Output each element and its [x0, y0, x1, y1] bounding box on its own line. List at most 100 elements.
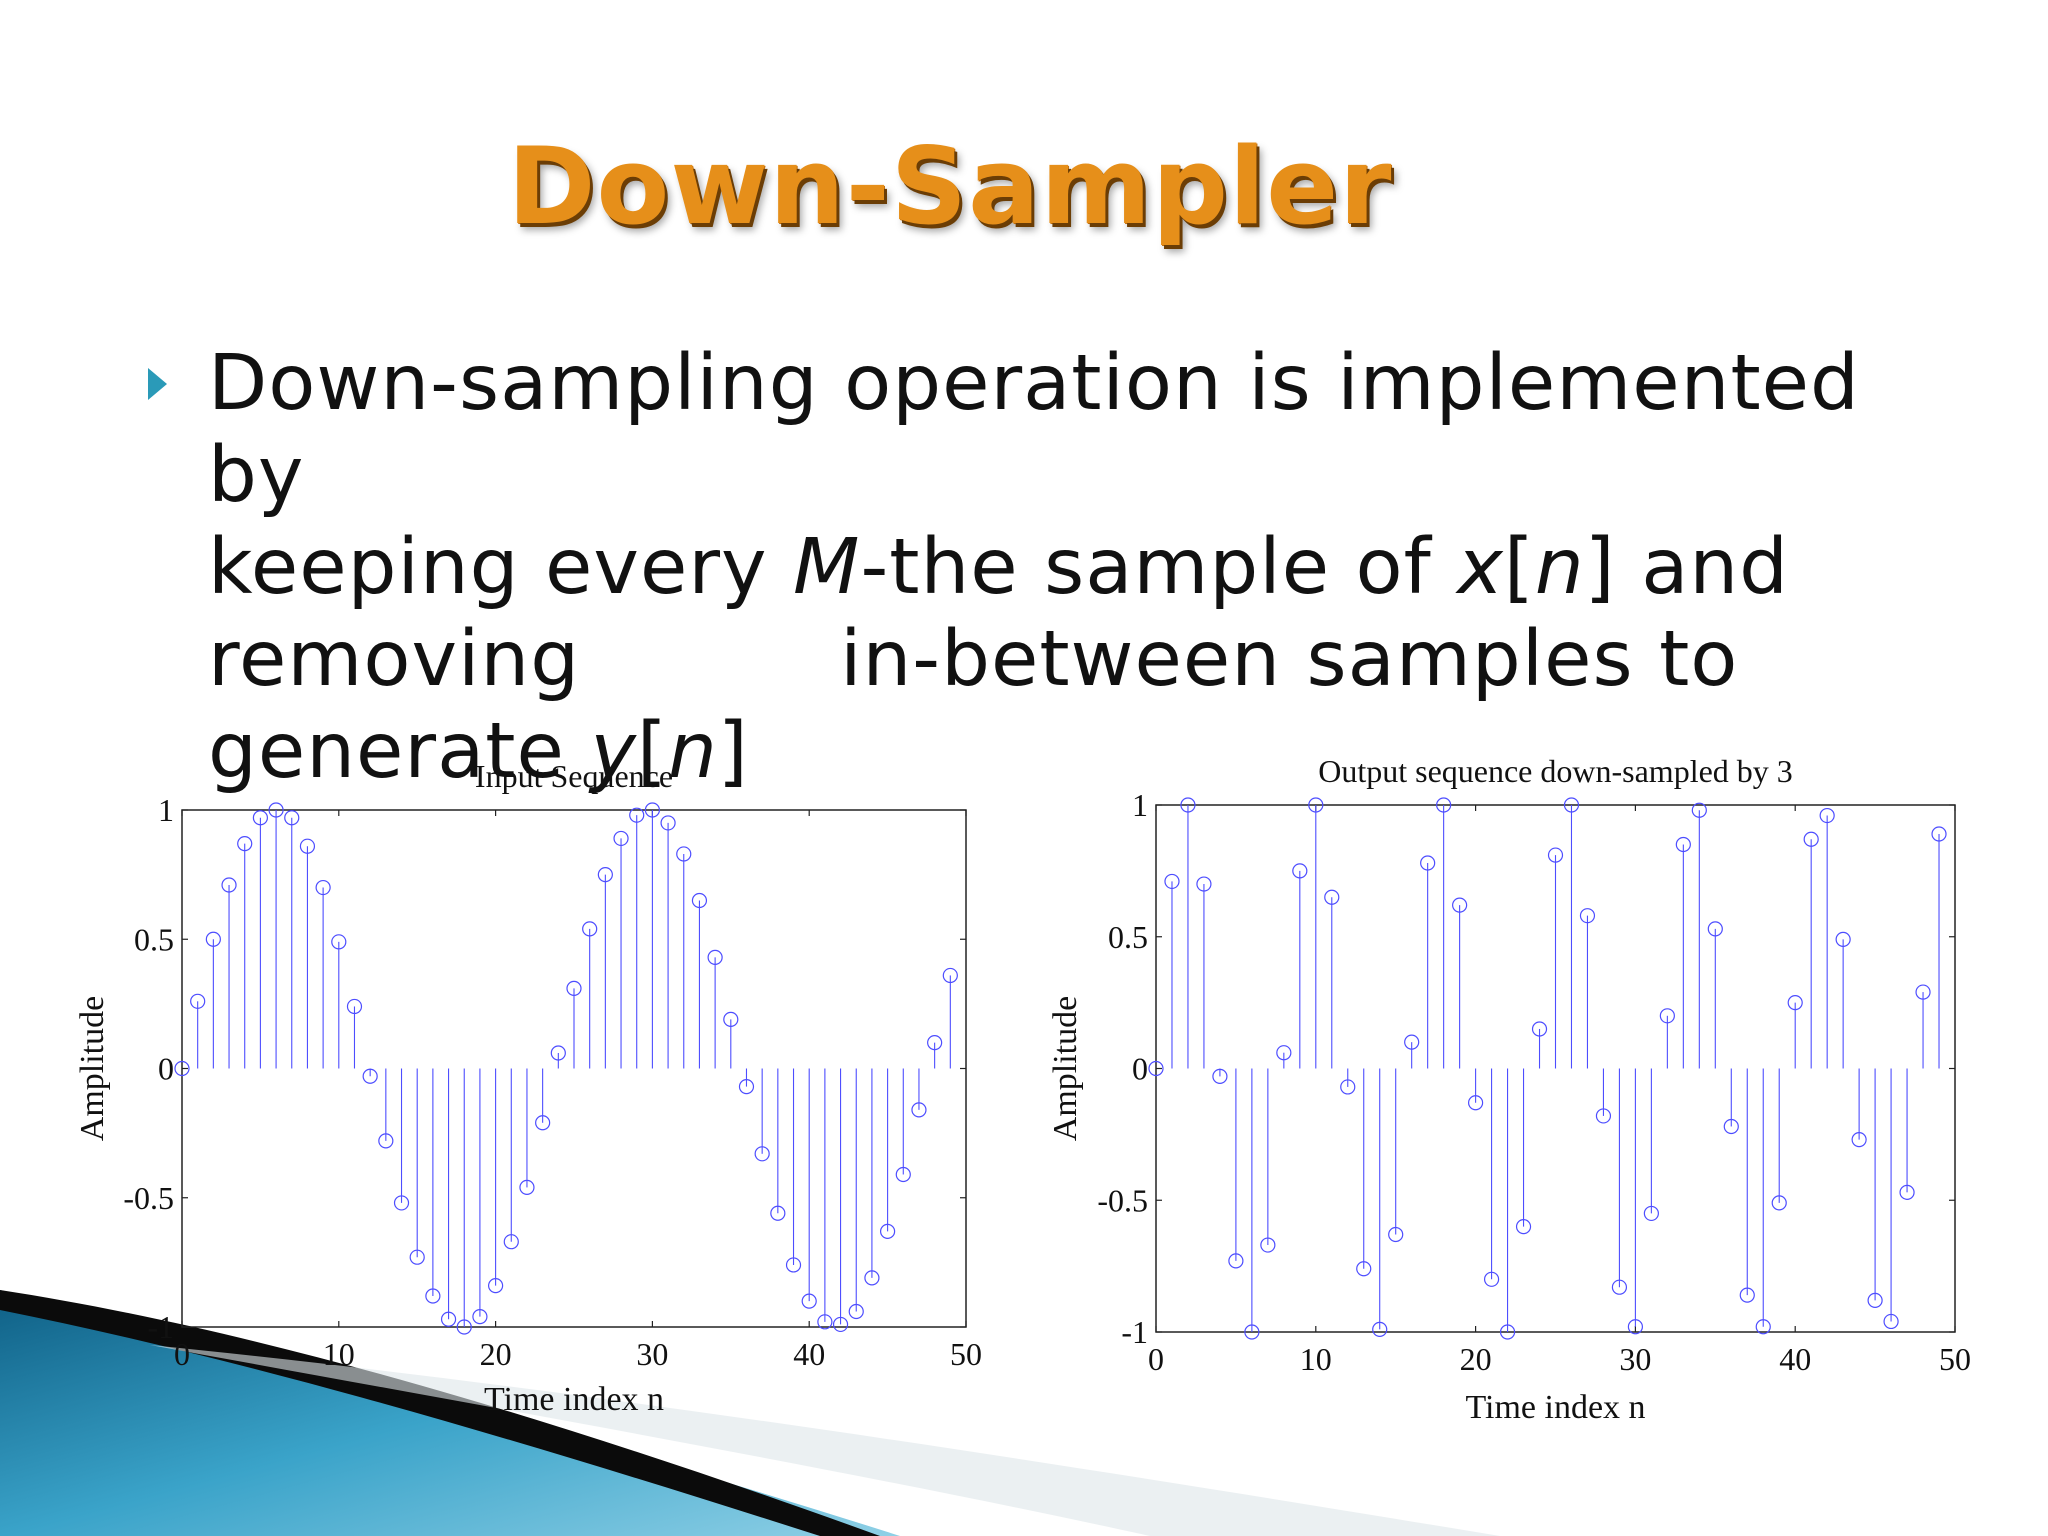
chart1-ylabel: Amplitude: [1047, 996, 1084, 1141]
chart0-stem-marker: [895, 1166, 911, 1183]
chart1-stem-marker: [1659, 1008, 1675, 1024]
chart0-ytick-label: 0.5: [134, 921, 174, 957]
chart0-stem-marker: [393, 1195, 410, 1211]
chart1-stem-marker: [1276, 1045, 1292, 1061]
chart0-stem-marker: [535, 1115, 551, 1131]
chart1-stem-marker: [1787, 995, 1803, 1011]
chart1-stem-marker: [1292, 863, 1308, 879]
chart1-xtick-label: 30: [1619, 1341, 1651, 1377]
chart1-stem-marker: [1372, 1321, 1388, 1337]
chart1-stem-marker: [1915, 984, 1931, 1000]
bullet-triangle-icon: [148, 368, 167, 400]
chart1-stem-marker: [1803, 831, 1819, 847]
chart0-stem-marker: [425, 1288, 441, 1304]
chart0-stem-marker: [362, 1068, 378, 1084]
chart1-stem-marker: [1452, 897, 1468, 913]
chart0-stem-marker: [644, 802, 661, 818]
chart0-stem-marker: [472, 1309, 488, 1325]
chart0-ytick-label: -1: [147, 1309, 174, 1345]
chart0-stem-marker: [817, 1314, 833, 1330]
bullet-line-4: generate y[n]: [208, 707, 749, 796]
chart1-stem-marker: [1723, 1118, 1739, 1135]
chart0-xtick-label: 40: [793, 1336, 825, 1372]
chart1-stem-marker: [1324, 889, 1340, 905]
slide-title: Down-Sampler: [507, 125, 1393, 248]
chart0-stem-marker: [927, 1035, 943, 1051]
chart0-stem-marker: [676, 846, 692, 862]
chart0-stem-marker: [629, 807, 645, 823]
chart0-xtick-label: 0: [174, 1336, 190, 1372]
chart1-stem-marker: [1595, 1108, 1612, 1124]
bullet-text: Down-sampling operation is implemented b…: [208, 338, 1928, 798]
chart0-stem-marker: [205, 931, 221, 947]
chart0-stem-marker: [550, 1045, 566, 1061]
chart1-stem-marker: [1627, 1319, 1644, 1335]
bullet-point: Down-sampling operation is implemented b…: [148, 338, 1928, 798]
chart1-stem-marker: [1228, 1253, 1244, 1269]
chart1-stem-marker: [1563, 797, 1580, 813]
chart1-xtick-label: 50: [1939, 1341, 1971, 1377]
chart0-stem-marker: [519, 1179, 535, 1196]
chart1-stem-marker: [1771, 1195, 1787, 1211]
chart1-stem-marker: [1164, 873, 1180, 890]
chart0-xtick-label: 10: [323, 1336, 355, 1372]
chart0-ytick-label: 0: [158, 1051, 174, 1087]
chart0-stem-marker: [879, 1223, 896, 1239]
chart0-stem-marker: [440, 1311, 457, 1327]
chart0-xlabel: Time index n: [484, 1381, 664, 1418]
chart1-ytick-label: 1: [1132, 787, 1148, 823]
chart1-stem-marker: [1180, 797, 1196, 813]
chart1-stem-marker: [1308, 797, 1324, 813]
bullet-line-1: Down-sampling operation is implemented b…: [208, 339, 1860, 520]
chart0-stem-marker: [848, 1303, 864, 1320]
chart0-stem-marker: [754, 1146, 770, 1162]
chart1-stem-marker: [1819, 807, 1835, 824]
chart1-xlabel: Time index n: [1465, 1389, 1645, 1426]
chart0-stem-marker: [378, 1133, 394, 1149]
chart0-stem-marker: [315, 879, 331, 896]
chart1-stem-marker: [1899, 1184, 1915, 1200]
chart1-stem-marker: [1755, 1319, 1771, 1335]
chart1-stem-marker: [1691, 802, 1707, 818]
chart0-stem-marker: [723, 1011, 739, 1027]
chart1-stem-marker: [1212, 1068, 1228, 1085]
chart0-stem-marker: [331, 934, 347, 950]
chart1-stem-marker: [1148, 1060, 1164, 1077]
chart0-stem-marker: [566, 980, 582, 996]
chart0-stem-marker: [252, 810, 268, 826]
chart1-stem-marker: [1883, 1313, 1899, 1330]
chart1-stem-marker: [1404, 1034, 1420, 1050]
chart1-stem-marker: [1388, 1226, 1404, 1243]
chart0-stem-marker: [503, 1234, 519, 1250]
chart1-xtick-label: 10: [1300, 1341, 1332, 1377]
chart0-stem-marker: [801, 1293, 817, 1309]
chart1-stem-marker: [1499, 1324, 1516, 1340]
chart0-stem-marker: [299, 838, 316, 854]
chart1-stem-marker: [1244, 1324, 1260, 1340]
chart0-ytick-label: 1: [158, 792, 174, 828]
chart0-stem-marker: [268, 802, 284, 818]
chart1-stem-marker: [1739, 1287, 1755, 1303]
chart0-stem-marker: [707, 949, 723, 965]
chart1-title: Output sequence down-sampled by 3: [1318, 753, 1793, 789]
chart0-stem-marker: [346, 998, 363, 1015]
chart1-xtick-label: 40: [1779, 1341, 1811, 1377]
chart1-xtick-label: 0: [1148, 1341, 1164, 1377]
chart0-stem-marker: [911, 1102, 927, 1118]
chart1-stem-marker: [1467, 1095, 1484, 1111]
chart1-stem-marker: [1196, 876, 1212, 892]
chart1-stem-marker: [1547, 847, 1564, 863]
chart1-stem-marker: [1611, 1279, 1628, 1295]
chart0-stem-marker: [832, 1316, 849, 1333]
chart0-stem-marker: [597, 867, 613, 883]
chart0-stem-marker: [785, 1257, 802, 1273]
chart1-stem-marker: [1515, 1218, 1532, 1235]
chart1-ytick-label: -0.5: [1097, 1182, 1148, 1218]
chart0-stem-marker: [221, 877, 237, 893]
chart1-stem-marker: [1643, 1205, 1659, 1222]
bullet-line-2: keeping every M-the sample of x[n] and: [208, 523, 1790, 612]
chart0-stem-marker: [582, 921, 598, 937]
chart0-stem-marker: [942, 967, 958, 984]
